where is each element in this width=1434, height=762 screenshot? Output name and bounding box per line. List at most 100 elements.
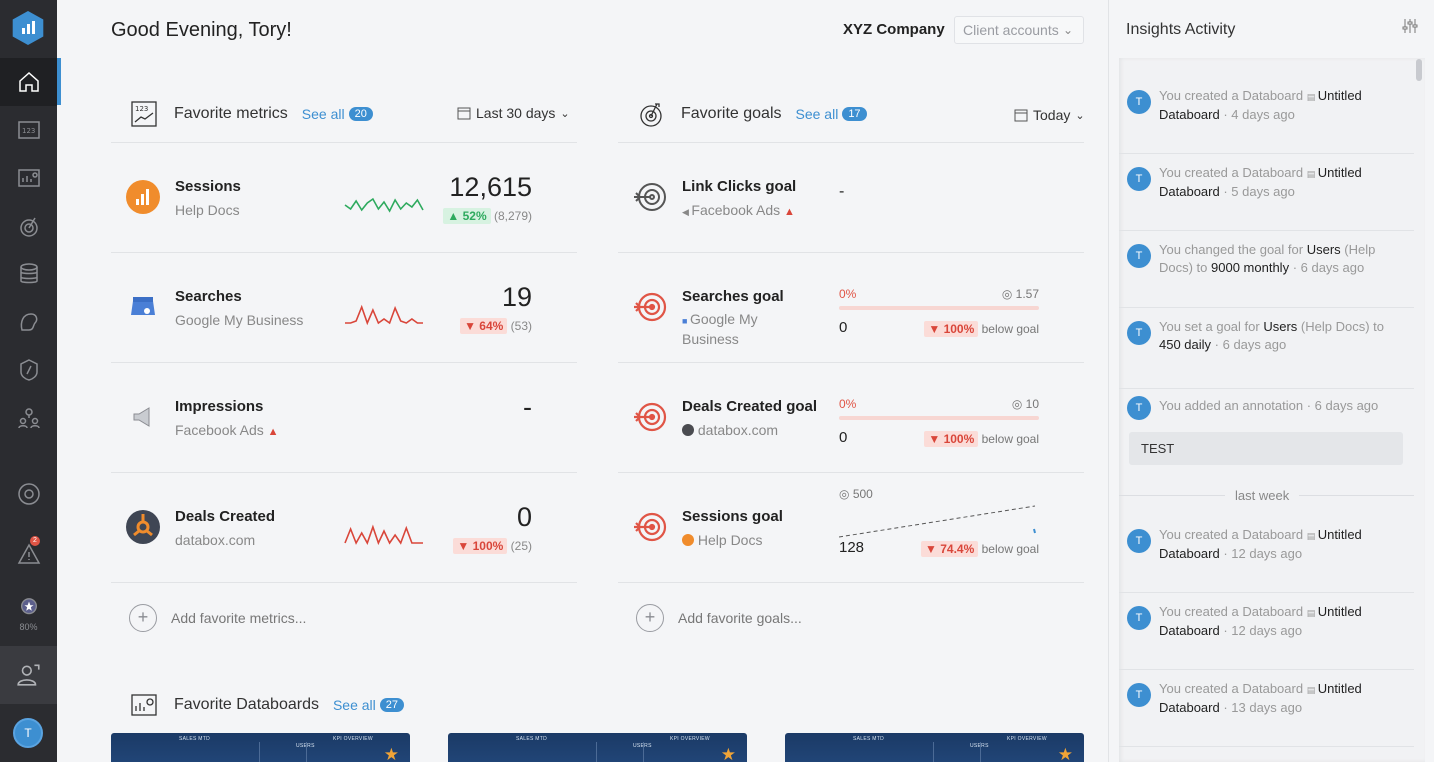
databoards-icon[interactable] [0,154,57,202]
company-name: XYZ Company [843,21,945,38]
star-icon[interactable]: ★ [383,745,399,762]
activity-text: You created a Databoard ▤ Untitled Datab… [1159,527,1362,561]
databoard-card[interactable]: SALES MTD USERS KPI OVERVIEW ★ [448,733,747,762]
client-accounts-select[interactable]: Client accounts ⌄ [954,16,1084,44]
card-label: SALES MTD [179,736,211,742]
goal-value: - [839,183,845,200]
databoard-card[interactable]: SALES MTD USERS KPI OVERVIEW ★ [111,733,410,762]
user-avatar: T [1127,90,1151,114]
progress-icon[interactable]: 80% [0,590,57,638]
activity-item[interactable]: T You created a Databoard ▤ Untitled Dat… [1119,155,1414,231]
goal-row-sessions[interactable]: Sessions goal Help Docs ◎ 500 128 ▼ 74.4… [618,472,1084,582]
metric-source: Google My Business [175,312,304,328]
activity-item[interactable]: T You created a Databoard ▤ Untitled Dat… [1119,78,1414,154]
metric-row[interactable]: Impressions Facebook Ads ▲ - [111,362,577,472]
metric-source: Facebook Ads ▲ [175,422,279,438]
goal-target-icon: ◎ [1001,287,1016,301]
goals-header: Favorite goals See all 17 [637,99,867,129]
progress-percent: 80% [19,622,38,632]
goal-percent: 0% [839,397,857,411]
activity-item[interactable]: T You added an annotation · 6 days ago [1119,390,1414,440]
svg-text:123: 123 [22,127,35,135]
card-label: KPI OVERVIEW [1007,736,1047,742]
scorecard-icon[interactable] [0,346,57,394]
plus-icon: + [636,603,664,632]
home-icon[interactable] [0,58,57,106]
activity-text: You created a Databoard ▤ Untitled Datab… [1159,681,1362,715]
metric-delta-wrap: ▼ 100% (25) [453,538,532,554]
help-icon[interactable] [0,470,57,518]
metrics-icon[interactable]: 123 [0,106,57,154]
goals-see-all-link[interactable]: See all [795,106,839,122]
add-favorite-metrics[interactable]: + Add favorite metrics... [111,582,577,652]
databoard-card[interactable]: SALES MTD USERS KPI OVERVIEW ★ [785,733,1084,762]
metric-row[interactable]: Sessions Help Docs 12,615 ▲ 52% (8,279) [111,142,577,252]
databoard-icon: ▤ [1306,92,1318,102]
insights-panel: Insights Activity T You created a Databo… [1108,0,1434,762]
metrics-range-select[interactable]: Last 30 days ⌄ [457,105,570,121]
goal-name: Sessions goal [682,508,783,525]
account-icon[interactable] [0,646,57,704]
client-accounts-label: Client accounts [963,22,1059,38]
goals-icon[interactable] [0,202,57,250]
goal-target-icon: ◎ [839,487,853,501]
card-label: SALES MTD [516,736,548,742]
metric-previous: (53) [510,319,532,333]
databox-logo[interactable] [12,11,44,45]
databoard-icon: ▤ [1306,608,1318,618]
card-label: USERS [633,743,652,749]
goals-range-select[interactable]: Today ⌄ [1014,107,1085,123]
goal-current: 128 [839,539,865,556]
add-goals-label: Add favorite goals... [678,609,802,626]
page-greeting: Good Evening, Tory! [111,19,292,41]
metric-delta: ▲ 52% [443,208,491,224]
metric-row[interactable]: Searches Google My Business 19 ▼ 64% (53… [111,252,577,362]
activity-item[interactable]: T You changed the goal for Users (Help D… [1119,232,1414,308]
activity-item[interactable]: T You set a goal for Users (Help Docs) t… [1119,309,1414,389]
goal-row-link-clicks[interactable]: Link Clicks goal ◀ Facebook Ads ▲ - [618,142,1084,252]
activity-text: You created a Databoard ▤ Untitled Datab… [1159,165,1362,199]
goal-target-icon: ◎ [1011,397,1026,411]
databoards-section-icon [130,691,158,719]
metric-delta-wrap: ▼ 64% (53) [460,318,532,334]
goal-row-deals-created[interactable]: Deals Created goal databox.com 0% ◎ 10 0… [618,362,1084,472]
metrics-count-badge: 20 [348,107,373,121]
team-icon[interactable] [0,394,57,442]
goal-row-searches[interactable]: Searches goal ■ Google My Business 0% ◎ … [618,252,1084,362]
metric-previous: (8,279) [493,209,532,223]
databoard-icon: ▤ [1306,685,1318,695]
activity-text: You added an annotation · 6 days ago [1159,398,1379,413]
add-favorite-goals[interactable]: + Add favorite goals... [618,582,1084,652]
user-avatar: T [1127,321,1151,345]
user-avatar: T [1127,244,1151,268]
activity-item[interactable]: T You created a Databoard ▤ Untitled Dat… [1119,671,1414,747]
goal-target: ◎ 500 [839,487,873,501]
activity-text: You created a Databoard ▤ Untitled Datab… [1159,88,1362,122]
star-icon[interactable]: ★ [1057,745,1073,762]
databoards-header: Favorite Databoards See all 27 [130,690,405,720]
databox-source-icon [682,424,694,436]
metric-source: databox.com [175,532,256,548]
help-docs-source-icon [682,534,694,546]
goal-progress-footer: 128 ▼ 74.4% below goal [839,537,1039,557]
star-icon[interactable]: ★ [720,745,736,762]
megaphone-icon: ◀ [682,207,692,217]
metric-previous: (25) [510,539,532,553]
user-avatar: T [1127,683,1151,707]
scrollbar[interactable] [1416,58,1422,388]
data-icon[interactable] [0,250,57,298]
metrics-range-label: Last 30 days [476,105,556,121]
filter-settings-icon[interactable] [1402,18,1418,39]
metric-row[interactable]: Deals Created databox.com 0 ▼ 100% (25) [111,472,577,582]
databoards-see-all-link[interactable]: See all [332,697,376,713]
user-avatar[interactable]: T [13,718,43,748]
activity-item[interactable]: T You created a Databoard ▤ Untitled Dat… [1119,594,1414,670]
goal-source: ◀ Facebook Ads ▲ [682,202,795,218]
databoard-icon: ▤ [1306,169,1318,179]
metrics-see-all-link[interactable]: See all [301,106,345,122]
goals-title: Favorite goals [681,105,782,122]
alerts-icon[interactable] [0,298,57,346]
activity-item[interactable]: T You created a Databoard ▤ Untitled Dat… [1119,517,1414,593]
goal-delta: ▼ 100% [924,321,979,337]
notifications-icon[interactable]: 2 [0,530,57,578]
